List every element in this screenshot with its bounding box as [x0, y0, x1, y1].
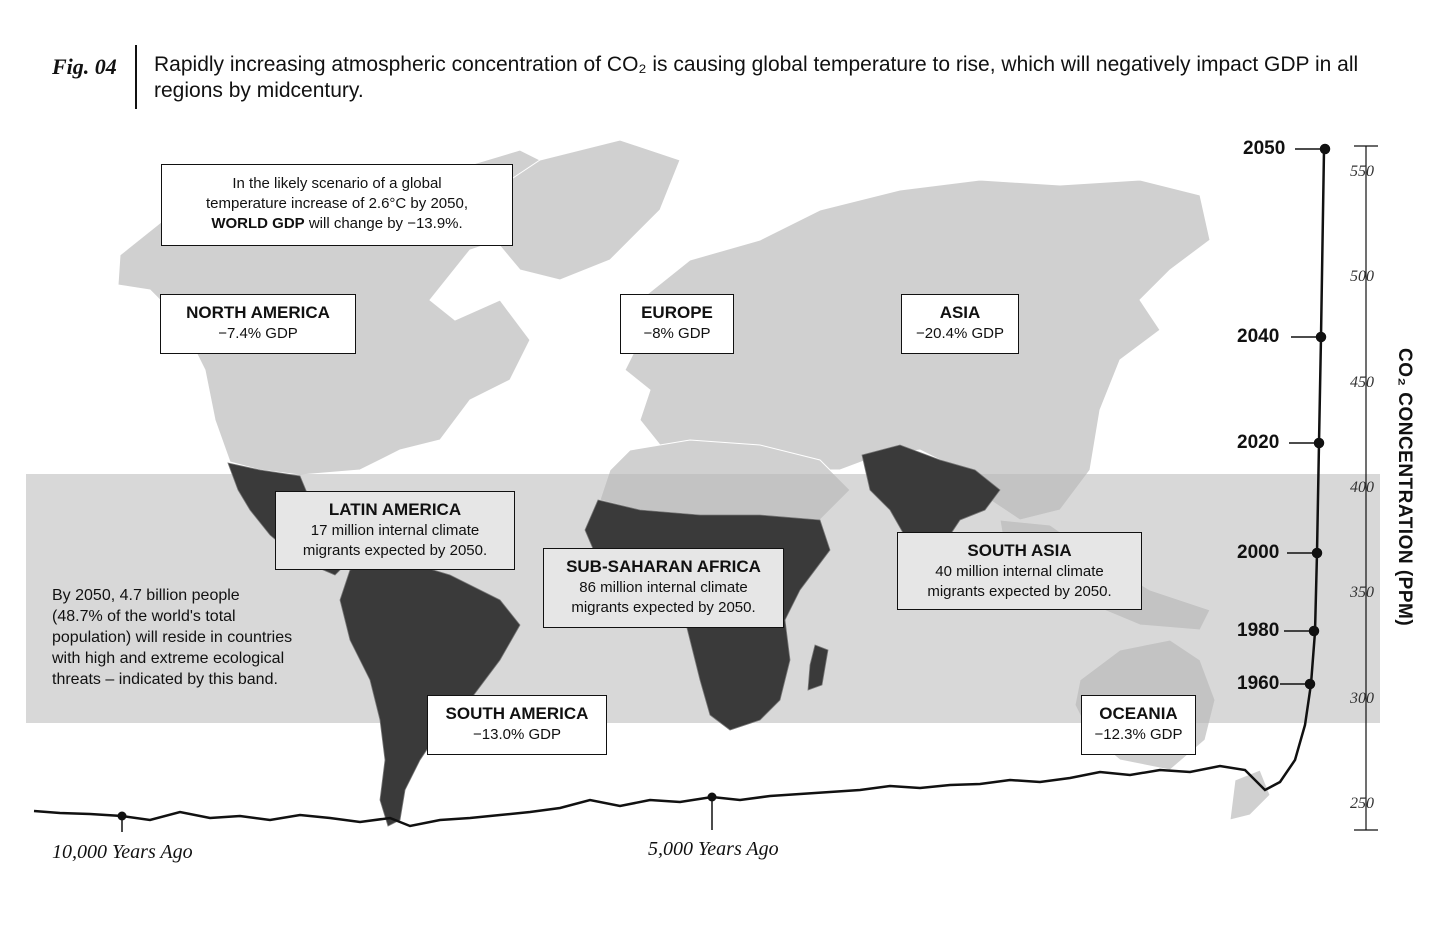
- south-america-callout: SOUTH AMERICA −13.0% GDP: [427, 695, 607, 755]
- world-gdp-line1: In the likely scenario of a global: [232, 175, 442, 192]
- south-asia-land: [861, 444, 1001, 581]
- new-zealand-land: [1229, 769, 1271, 821]
- note-line3: population) will reside in countries: [52, 629, 293, 646]
- figure-number: Fig. 04: [52, 54, 117, 79]
- europe-gdp: −8% GDP: [643, 325, 711, 342]
- note-line2: (48.7% of the world's total: [52, 608, 236, 625]
- europe-title: EUROPE: [641, 303, 713, 322]
- world-gdp-line3: WORLD GDP will change by −13.9%.: [162, 214, 512, 234]
- ppm-axis-title: CO₂ CONCENTRATION (PPM): [1394, 348, 1415, 627]
- sub-saharan-africa-line2: migrants expected by 2050.: [571, 599, 756, 616]
- ppm-tick-400: 400: [1350, 479, 1374, 496]
- sub-saharan-africa-title: SUB-SAHARAN AFRICA: [566, 557, 761, 576]
- madagascar-land: [807, 644, 829, 691]
- threat-band-note: By 2050, 4.7 billion people (48.7% of th…: [52, 585, 352, 690]
- world-gdp-callout: In the likely scenario of a global tempe…: [161, 164, 513, 246]
- note-line1: By 2050, 4.7 billion people: [52, 587, 240, 604]
- asia-title: ASIA: [939, 303, 981, 322]
- note-line5: threats – indicated by this band.: [52, 671, 278, 688]
- north-america-gdp: −7.4% GDP: [218, 325, 298, 342]
- year-2000: 2000: [1237, 542, 1280, 563]
- south-asia-title: SOUTH ASIA: [967, 541, 1072, 560]
- year-2040: 2040: [1237, 326, 1280, 347]
- world-gdp-line2: temperature increase of 2.6°C by 2050,: [206, 195, 468, 212]
- ppm-tick-450: 450: [1350, 374, 1374, 391]
- world-gdp-bold: WORLD GDP: [211, 215, 305, 232]
- north-america-callout: NORTH AMERICA −7.4% GDP: [160, 294, 356, 354]
- timeline-markers: [117, 792, 717, 832]
- asia-callout: ASIA −20.4% GDP: [901, 294, 1019, 354]
- ppm-tick-550: 550: [1350, 163, 1374, 180]
- label-10000-years: 10,000 Years Ago: [52, 841, 193, 863]
- oceania-title: OCEANIA: [1099, 704, 1178, 723]
- oceania-callout: OCEANIA −12.3% GDP: [1081, 695, 1196, 755]
- figure-header: Fig. 04 Rapidly increasing atmospheric c…: [0, 0, 1456, 120]
- south-america-land: [339, 559, 521, 827]
- sub-saharan-africa-callout: SUB-SAHARAN AFRICA 86 million internal c…: [543, 548, 784, 628]
- latin-america-line1: 17 million internal climate: [310, 522, 480, 539]
- ppm-tick-300: 300: [1350, 690, 1374, 707]
- ppm-axis: [1354, 145, 1378, 831]
- south-asia-callout: SOUTH ASIA 40 million internal climate m…: [897, 532, 1142, 610]
- latin-america-title: LATIN AMERICA: [328, 500, 462, 519]
- year-1960: 1960: [1237, 673, 1280, 694]
- co2-history-line: [33, 147, 1327, 828]
- south-america-gdp: −13.0% GDP: [473, 726, 561, 743]
- year-markers: [1280, 143, 1331, 690]
- note-line4: with high and extreme ecological: [52, 650, 285, 667]
- sub-saharan-africa-line1: 86 million internal climate: [579, 579, 748, 596]
- ppm-tick-500: 500: [1350, 268, 1374, 285]
- south-asia-line2: migrants expected by 2050.: [927, 583, 1112, 600]
- south-asia-line1: 40 million internal climate: [935, 563, 1104, 580]
- ppm-tick-350: 350: [1350, 584, 1374, 601]
- latin-america-callout: LATIN AMERICA 17 million internal climat…: [275, 491, 515, 570]
- europe-callout: EUROPE −8% GDP: [620, 294, 734, 354]
- north-america-title: NORTH AMERICA: [186, 303, 330, 322]
- year-2020: 2020: [1237, 432, 1280, 453]
- header-divider: [135, 45, 137, 109]
- year-2050: 2050: [1243, 138, 1286, 159]
- label-5000-years: 5,000 Years Ago: [648, 838, 779, 860]
- figure-caption: Rapidly increasing atmospheric concentra…: [154, 53, 1359, 102]
- oceania-gdp: −12.3% GDP: [1094, 726, 1183, 743]
- world-gdp-rest: will change by −13.9%.: [304, 215, 463, 232]
- year-1980: 1980: [1237, 620, 1280, 641]
- ppm-tick-250: 250: [1350, 795, 1374, 812]
- asia-gdp: −20.4% GDP: [916, 325, 1004, 342]
- greenland-land: [479, 139, 681, 281]
- south-america-title: SOUTH AMERICA: [445, 704, 589, 723]
- latin-america-line2: migrants expected by 2050.: [302, 542, 488, 559]
